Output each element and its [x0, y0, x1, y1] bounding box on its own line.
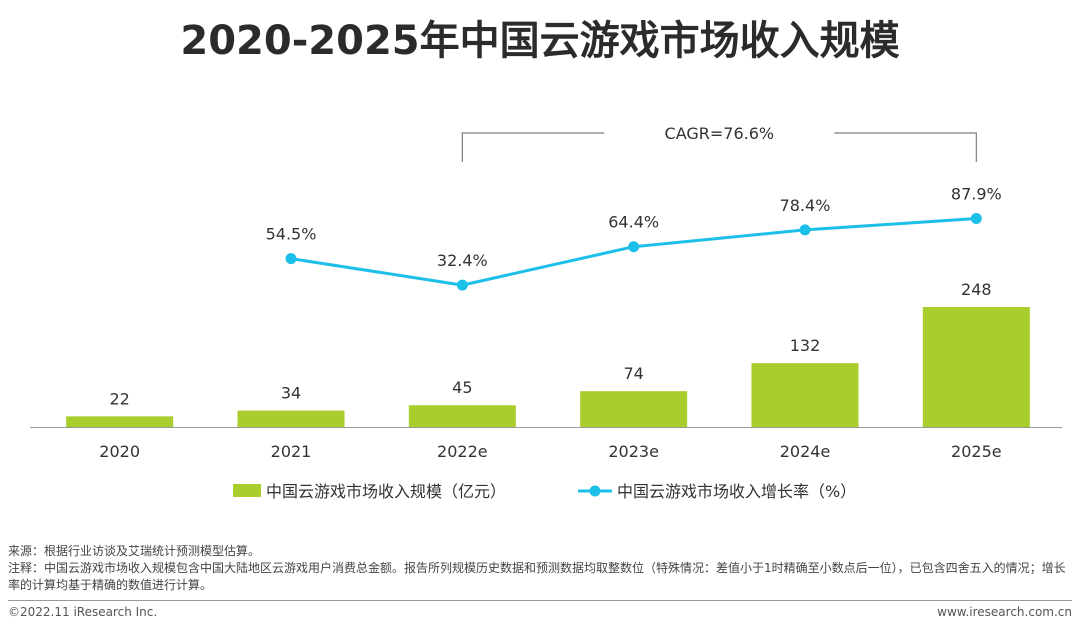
x-axis: 2020 2021 2022e 2023e 2024e 2025e — [30, 427, 1062, 461]
cagr-annotation: CAGR=76.6% — [461, 124, 977, 162]
x-tick-label: 2020 — [99, 442, 140, 461]
legend: 中国云游戏市场收入规模（亿元） 中国云游戏市场收入增长率（%） — [233, 482, 856, 501]
bar-label-2020: 22 — [109, 389, 129, 408]
bar-2025e — [922, 307, 1030, 427]
copyright: ©2022.11 iResearch Inc. — [8, 605, 158, 619]
growth-label-2025e: 87.9% — [951, 185, 1002, 204]
bar-label-2025e: 248 — [961, 280, 992, 299]
cagr-bracket-left — [461, 132, 605, 162]
bar-2020 — [66, 416, 174, 427]
x-tick-label: 2021 — [271, 442, 312, 461]
website-link[interactable]: www.iresearch.com.cn — [937, 605, 1072, 619]
chart: CAGR=76.6% 22 34 45 74 132 248 54.5% 32.4% 64.4… — [30, 124, 1062, 501]
footer-divider — [8, 600, 1072, 601]
cagr-bracket-right — [834, 132, 977, 162]
cagr-label: CAGR=76.6% — [665, 124, 775, 143]
explanation-note: 注释：中国云游戏市场收入规模包含中国大陆地区云游戏用户消费总金额。报告所列规模历… — [8, 561, 1066, 592]
x-tick-label: 2022e — [437, 442, 488, 461]
legend-bar-label: 中国云游戏市场收入规模（亿元） — [266, 482, 506, 501]
footnotes: 来源：根据行业访谈及艾瑞统计预测模型估算。 注释：中国云游戏市场收入规模包含中国… — [8, 543, 1076, 594]
growth-point-2023e — [628, 241, 640, 253]
legend-bar-swatch — [233, 484, 261, 497]
bar-2023e — [580, 391, 688, 427]
growth-point-2024e — [799, 224, 811, 236]
bar-series: 22 34 45 74 132 248 — [66, 280, 1030, 427]
line-series: 54.5% 32.4% 64.4% 78.4% 87.9% — [266, 185, 1002, 291]
growth-point-2025e — [970, 213, 982, 225]
growth-label-2023e: 64.4% — [608, 213, 659, 232]
source-note: 来源：根据行业访谈及艾瑞统计预测模型估算。 — [8, 544, 261, 558]
growth-label-2021: 54.5% — [266, 225, 317, 244]
bar-2022e — [408, 405, 516, 427]
x-tick-label: 2024e — [780, 442, 831, 461]
legend-line-label: 中国云游戏市场收入增长率（%） — [617, 482, 856, 501]
legend-line-marker — [589, 485, 601, 497]
x-tick-label: 2023e — [608, 442, 659, 461]
x-tick-label: 2025e — [951, 442, 1002, 461]
bar-2021 — [237, 410, 345, 427]
growth-point-2021 — [285, 253, 297, 265]
bar-label-2022e: 45 — [452, 378, 472, 397]
bar-2024e — [751, 363, 859, 427]
bar-label-2023e: 74 — [623, 364, 643, 383]
chart-title: 2020-2025年中国云游戏市场收入规模 — [180, 18, 900, 64]
bar-label-2024e: 132 — [790, 336, 821, 355]
bar-label-2021: 34 — [281, 384, 301, 403]
growth-label-2024e: 78.4% — [780, 196, 831, 215]
growth-point-2022e — [456, 279, 468, 291]
growth-label-2022e: 32.4% — [437, 251, 488, 270]
